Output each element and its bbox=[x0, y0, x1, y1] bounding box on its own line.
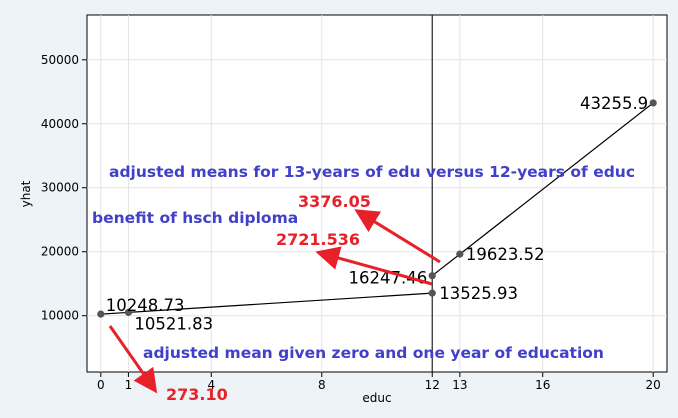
arrow-2721 bbox=[315, 246, 433, 286]
data-point bbox=[428, 272, 436, 280]
data-point bbox=[124, 308, 133, 316]
x-tick-label: 20 bbox=[646, 378, 661, 392]
point-label: 13525.93 bbox=[439, 284, 518, 303]
annotations: adjusted means for 13-years of edu versu… bbox=[92, 163, 635, 404]
x-tick-label: 4 bbox=[207, 378, 215, 392]
x-tick-label: 0 bbox=[97, 378, 105, 392]
point-label: 10248.73 bbox=[106, 296, 185, 315]
data-point bbox=[97, 310, 105, 318]
data-point bbox=[456, 250, 464, 258]
y-tick-label: 10000 bbox=[41, 309, 79, 323]
highlight-273: 273.10 bbox=[166, 385, 228, 404]
arrow-273 bbox=[108, 325, 158, 394]
y-tick-label: 20000 bbox=[41, 245, 79, 259]
x-axis-label: educ bbox=[362, 391, 391, 405]
point-label: 43255.9 bbox=[580, 94, 648, 113]
x-tick-label: 13 bbox=[452, 378, 467, 392]
y-tick-label: 30000 bbox=[41, 181, 79, 195]
y-tick-label: 40000 bbox=[41, 117, 79, 131]
point-label: 16247.46 bbox=[349, 269, 428, 288]
highlight-3376: 3376.05 bbox=[298, 192, 371, 211]
data-point bbox=[428, 289, 436, 297]
highlight-2721: 2721.536 bbox=[276, 230, 360, 249]
arrow-3376 bbox=[354, 209, 441, 264]
x-tick-label: 16 bbox=[535, 378, 550, 392]
x-axis: 0 1 4 8 12 13 16 20 bbox=[97, 372, 661, 392]
data-points bbox=[97, 99, 657, 318]
x-tick-label: 1 bbox=[125, 378, 133, 392]
point-label: 10521.83 bbox=[134, 314, 213, 333]
plot-area bbox=[86, 14, 668, 373]
y-axis-label: yhat bbox=[19, 180, 33, 207]
arrows bbox=[108, 209, 441, 394]
y-axis: 10000 20000 30000 40000 50000 bbox=[41, 53, 87, 323]
data-point bbox=[649, 99, 657, 107]
x-tick-label: 12 bbox=[425, 378, 440, 392]
annotation-zero-one-year: adjusted mean given zero and one year of… bbox=[143, 344, 604, 362]
x-tick-label: 8 bbox=[318, 378, 326, 392]
point-label: 19623.52 bbox=[466, 245, 545, 264]
y-tick-label: 50000 bbox=[41, 53, 79, 67]
annotation-13-vs-12: adjusted means for 13-years of edu versu… bbox=[109, 163, 635, 181]
annotation-hsch-diploma: benefit of hsch diploma bbox=[92, 209, 298, 227]
